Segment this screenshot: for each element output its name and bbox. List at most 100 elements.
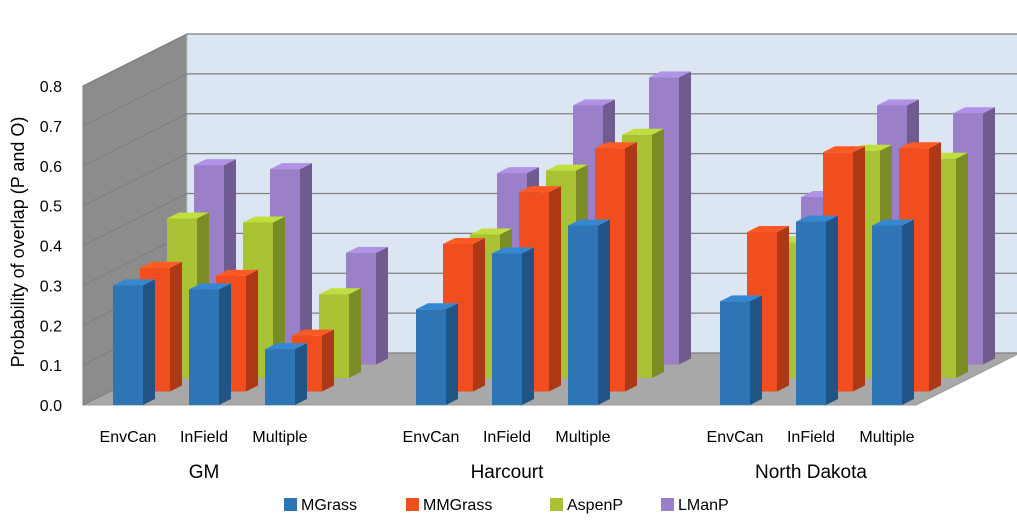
legend: MGrass MMGrass AspenP LManP	[284, 497, 729, 514]
bar-top	[877, 99, 919, 106]
category-label: EnvCan	[707, 429, 764, 446]
gridline	[82, 33, 1017, 87]
bar-front	[265, 349, 295, 405]
y-tick-label: 0.7	[40, 119, 62, 136]
legend-swatch	[406, 498, 419, 511]
group-label: North Dakota	[755, 462, 867, 483]
group-label: Harcourt	[471, 462, 545, 483]
bar-side	[170, 261, 182, 392]
category-label: Multiple	[252, 429, 307, 446]
y-tick-label: 0.6	[40, 159, 62, 176]
bar-top	[265, 343, 307, 350]
bar-top	[113, 279, 155, 286]
category-label: EnvCan	[100, 429, 157, 446]
y-axis-label: Probability of overlap (P and O)	[8, 117, 28, 368]
bar-side	[349, 288, 361, 378]
legend-item: MGrass	[284, 497, 357, 514]
y-tick-label: 0.4	[40, 239, 62, 256]
bar-side	[273, 216, 285, 378]
bar	[189, 283, 231, 405]
y-tick-label: 0.3	[40, 278, 62, 295]
bar-top	[747, 226, 789, 232]
category-label: InField	[180, 429, 228, 446]
bar-top	[189, 283, 231, 290]
bar-top	[649, 71, 691, 78]
bar-side	[853, 146, 865, 392]
bar-top	[519, 186, 561, 193]
bar-side	[902, 219, 914, 405]
bar-front	[416, 309, 446, 405]
bar-top	[216, 269, 258, 276]
bar-side	[598, 219, 610, 405]
bar	[265, 343, 307, 405]
category-label: InField	[483, 429, 531, 446]
legend-item: LManP	[661, 497, 729, 514]
bar-top	[270, 163, 312, 170]
legend-label: AspenP	[567, 497, 623, 514]
legend-label: MGrass	[301, 497, 357, 514]
bar	[492, 247, 534, 405]
y-tick-label: 0.2	[40, 318, 62, 335]
bar-front	[720, 301, 750, 405]
bar-side	[983, 107, 995, 365]
bar-side	[522, 247, 534, 405]
bar-top	[568, 219, 610, 226]
bar-top	[243, 216, 285, 223]
bar-top	[595, 142, 637, 149]
bar-front	[113, 285, 143, 405]
bar-side	[956, 152, 968, 378]
bar-side	[246, 269, 258, 392]
gridline	[82, 192, 1017, 247]
bar	[416, 303, 458, 405]
bar-top	[899, 142, 941, 149]
bar	[113, 279, 155, 405]
bar-top	[140, 261, 182, 268]
bar-top	[872, 219, 914, 226]
bar-top	[622, 128, 664, 135]
bar-side	[446, 303, 458, 405]
category-label: EnvCan	[403, 429, 460, 446]
legend-swatch	[284, 498, 297, 511]
bar-top	[492, 247, 534, 254]
bar-side	[777, 226, 789, 392]
bar-top	[167, 212, 209, 219]
bar-top	[546, 164, 588, 171]
legend-swatch	[661, 498, 674, 511]
y-tick-label: 0.8	[40, 79, 62, 96]
group-label: GM	[189, 462, 220, 483]
bar-side	[549, 186, 561, 392]
bar-top	[573, 99, 615, 106]
bar-side	[473, 237, 485, 392]
bar	[720, 295, 762, 405]
bar-top	[319, 288, 361, 295]
legend-label: LManP	[678, 497, 729, 514]
bar-top	[194, 159, 236, 166]
bar-top	[720, 295, 762, 302]
bar	[872, 219, 914, 405]
gridline	[82, 153, 1017, 207]
bar-top	[796, 215, 838, 222]
bar-side	[750, 295, 762, 405]
y-tick-label: 0.1	[40, 358, 62, 375]
gridline	[82, 113, 1017, 167]
bar-top	[497, 167, 539, 174]
bar	[568, 219, 610, 405]
gridline	[82, 73, 1017, 127]
legend-item: AspenP	[550, 497, 623, 514]
bar-side	[826, 215, 838, 405]
y-tick-label: 0.0	[40, 398, 62, 415]
bar-front	[492, 253, 522, 405]
bar-front	[189, 289, 219, 405]
bar-side	[143, 279, 155, 405]
bar-side	[322, 329, 334, 392]
bar-side	[300, 163, 312, 365]
category-label: InField	[787, 429, 835, 446]
bar-side	[679, 71, 691, 365]
bar-top	[823, 146, 865, 153]
bar-top	[292, 329, 334, 336]
legend-label: MMGrass	[423, 497, 492, 514]
category-label: Multiple	[555, 429, 610, 446]
bar-front	[872, 225, 902, 405]
